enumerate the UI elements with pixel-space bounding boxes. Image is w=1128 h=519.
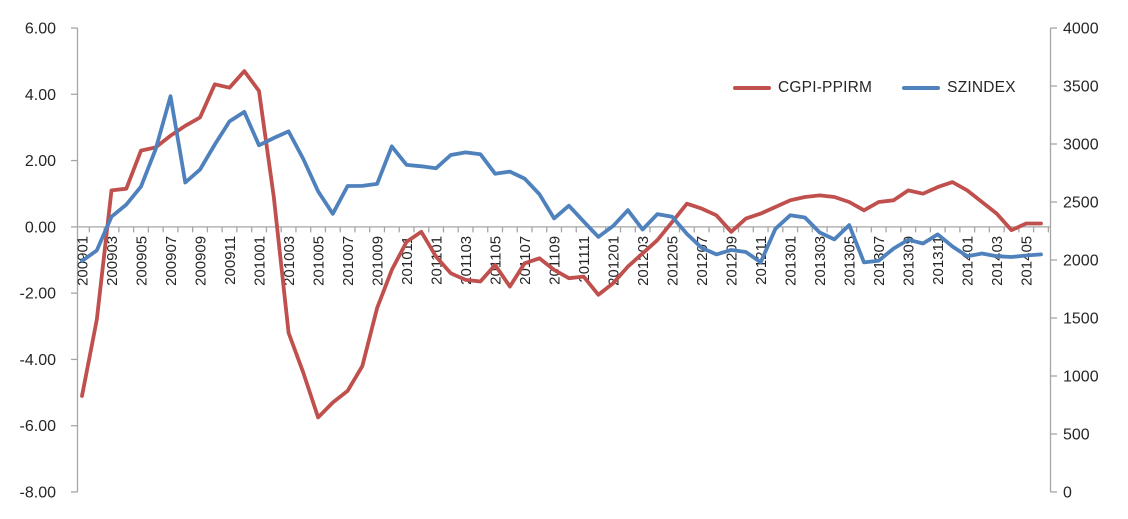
svg-text:200905: 200905	[134, 236, 151, 286]
svg-text:201209: 201209	[724, 236, 741, 286]
svg-text:500: 500	[1063, 427, 1090, 444]
svg-text:201305: 201305	[842, 236, 859, 286]
svg-text:1500: 1500	[1063, 311, 1099, 328]
svg-text:201303: 201303	[812, 236, 829, 286]
legend-line-swatch-red	[733, 85, 771, 91]
svg-text:201205: 201205	[665, 236, 682, 286]
series-line-szindex	[80, 94, 1043, 265]
right-axis-labels: 4000 3500 3000 2500 2000 1500 1000 500 0	[1063, 21, 1099, 502]
svg-text:2000: 2000	[1063, 253, 1099, 270]
svg-text:0.00: 0.00	[25, 219, 56, 236]
svg-text:201403: 201403	[989, 236, 1006, 286]
svg-text:201009: 201009	[370, 236, 387, 286]
svg-text:3500: 3500	[1063, 79, 1099, 96]
svg-text:6.00: 6.00	[25, 21, 56, 38]
svg-text:200903: 200903	[104, 236, 121, 286]
legend-item-szindex: SZINDEX	[902, 79, 1016, 97]
svg-text:2500: 2500	[1063, 195, 1099, 212]
left-axis-labels: 6.00 4.00 2.00 0.00 -2.00 -4.00 -6.00 -8.00	[20, 21, 57, 502]
svg-text:200911: 200911	[222, 236, 239, 285]
svg-text:201103: 201103	[458, 236, 475, 285]
svg-text:201203: 201203	[635, 236, 652, 286]
axes	[71, 27, 1057, 493]
series-line-cgpi-ppirm	[80, 69, 1043, 420]
svg-text:201301: 201301	[783, 236, 800, 286]
svg-text:2.00: 2.00	[25, 153, 56, 170]
svg-text:-2.00: -2.00	[20, 286, 57, 303]
svg-text:-8.00: -8.00	[20, 485, 57, 502]
svg-text:1000: 1000	[1063, 369, 1099, 386]
svg-text:200907: 200907	[163, 236, 180, 286]
svg-text:201311: 201311	[930, 236, 947, 285]
svg-text:201109: 201109	[547, 236, 564, 285]
legend-label-cgpi-ppirm: CGPI-PPIRM	[778, 79, 873, 96]
svg-text:201309: 201309	[901, 236, 918, 286]
svg-text:201005: 201005	[311, 236, 328, 286]
svg-text:200909: 200909	[193, 236, 210, 286]
x-axis-labels: 200901 200903 200905 200907 200909 200911 2010…	[75, 236, 1036, 286]
legend: CGPI-PPIRM SZINDEX	[733, 79, 1016, 97]
svg-text:3000: 3000	[1063, 137, 1099, 154]
svg-text:201201: 201201	[606, 236, 623, 286]
legend-item-cgpi-ppirm: CGPI-PPIRM	[733, 79, 872, 97]
svg-text:201001: 201001	[252, 236, 269, 286]
legend-line-swatch-blue	[902, 85, 941, 91]
svg-text:4.00: 4.00	[25, 87, 56, 104]
svg-text:201107: 201107	[517, 236, 534, 285]
svg-text:4000: 4000	[1063, 21, 1099, 38]
svg-text:201003: 201003	[281, 236, 298, 286]
svg-text:0: 0	[1063, 485, 1072, 502]
svg-text:201111: 201111	[576, 236, 593, 283]
svg-text:-4.00: -4.00	[20, 352, 57, 369]
svg-text:-6.00: -6.00	[20, 418, 57, 435]
svg-text:201405: 201405	[1019, 236, 1036, 286]
svg-text:201401: 201401	[960, 236, 977, 286]
svg-text:201007: 201007	[340, 236, 357, 286]
legend-label-szindex: SZINDEX	[947, 79, 1016, 96]
